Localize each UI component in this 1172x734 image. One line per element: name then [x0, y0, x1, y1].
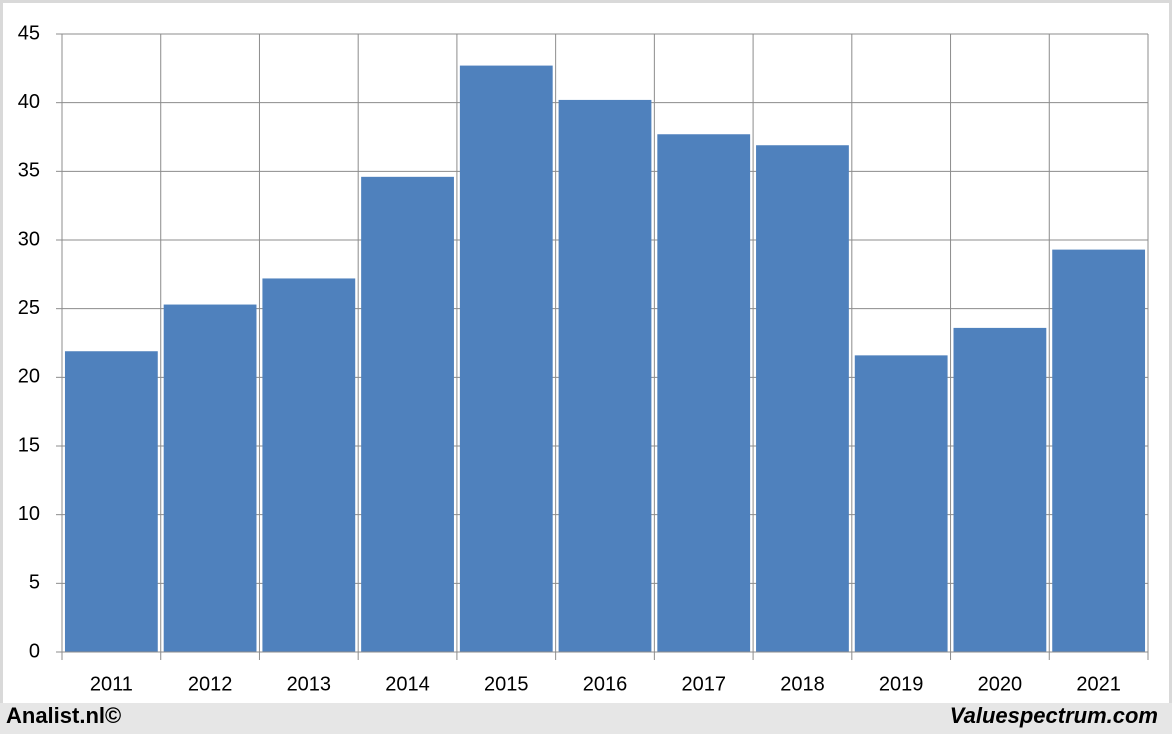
- bar: [558, 99, 652, 653]
- x-tick-label: 2021: [1076, 673, 1121, 695]
- bar: [459, 65, 553, 652]
- bar: [657, 134, 751, 653]
- y-tick-label: 10: [18, 503, 40, 525]
- y-tick-label: 45: [18, 22, 40, 44]
- y-tick-label: 40: [18, 91, 40, 113]
- bar: [953, 327, 1047, 652]
- x-tick-label: 2011: [90, 673, 133, 695]
- x-tick-label: 2013: [287, 673, 332, 695]
- bar: [64, 351, 158, 652]
- footer-bar: [0, 703, 1172, 734]
- y-tick-label: 5: [29, 572, 40, 594]
- x-tick-label: 2017: [681, 673, 726, 695]
- y-tick-label: 35: [18, 160, 40, 182]
- bar: [1052, 249, 1146, 652]
- x-tick-label: 2019: [879, 673, 924, 695]
- bar: [262, 278, 356, 652]
- bar: [361, 176, 454, 652]
- x-tick-label: 2014: [385, 673, 430, 695]
- y-tick-label: 25: [18, 297, 40, 319]
- bar: [163, 304, 257, 652]
- bar: [854, 355, 948, 652]
- bar: [756, 145, 849, 653]
- x-tick-label: 2016: [583, 673, 628, 695]
- y-tick-label: 20: [18, 366, 40, 388]
- x-tick-label: 2018: [780, 673, 825, 695]
- footer-right: Valuespectrum.com: [950, 703, 1158, 728]
- x-tick-label: 2015: [484, 673, 529, 695]
- y-tick-label: 0: [29, 640, 40, 662]
- y-tick-label: 30: [18, 228, 40, 250]
- x-tick-label: 2012: [188, 673, 233, 695]
- footer-left: Analist.nl©: [6, 703, 121, 728]
- y-tick-label: 15: [18, 434, 40, 456]
- x-tick-label: 2020: [978, 673, 1023, 695]
